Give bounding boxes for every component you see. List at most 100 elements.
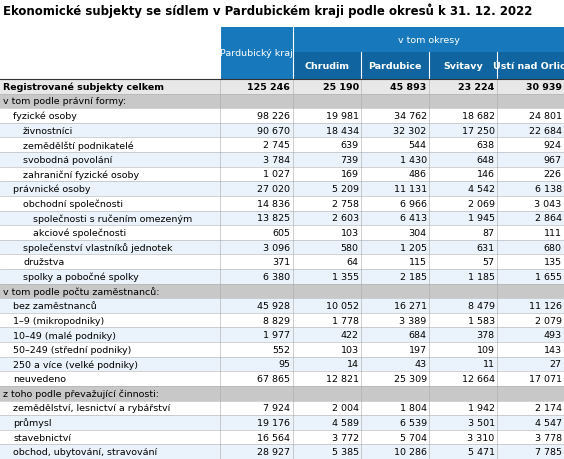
Text: 14 836: 14 836 — [257, 199, 290, 208]
Text: 6 138: 6 138 — [535, 185, 562, 194]
Text: akciové společnosti: akciové společnosti — [33, 228, 126, 238]
Text: 739: 739 — [341, 156, 359, 164]
Text: 378: 378 — [477, 330, 495, 340]
Text: spolky a pobočné spolky: spolky a pobočné spolky — [23, 272, 139, 281]
Bar — [0, 196, 564, 211]
Bar — [0, 386, 564, 401]
Text: 1 655: 1 655 — [535, 272, 562, 281]
Text: 8 479: 8 479 — [468, 302, 495, 310]
Text: 27: 27 — [550, 360, 562, 369]
Text: 5 385: 5 385 — [332, 447, 359, 456]
Text: 5 209: 5 209 — [332, 185, 359, 194]
Text: společnosti s ručením omezeným: společnosti s ručením omezeným — [33, 213, 192, 223]
Text: 486: 486 — [409, 170, 427, 179]
Text: 7 924: 7 924 — [263, 403, 290, 413]
Text: Ekonomické subjekty se sídlem v Pardubickém kraji podle okresů k 31. 12. 2022: Ekonomické subjekty se sídlem v Pardubic… — [3, 3, 532, 17]
Bar — [0, 28, 220, 80]
Text: 3 501: 3 501 — [468, 418, 495, 427]
Text: 2 603: 2 603 — [332, 214, 359, 223]
Bar — [0, 95, 564, 109]
Text: Svitavy: Svitavy — [443, 62, 483, 71]
Text: 2 079: 2 079 — [535, 316, 562, 325]
Bar — [0, 401, 564, 415]
Text: 19 981: 19 981 — [326, 112, 359, 121]
Text: 18 434: 18 434 — [325, 126, 359, 135]
Text: 32 302: 32 302 — [394, 126, 427, 135]
Text: 493: 493 — [544, 330, 562, 340]
Text: bez zaměstnanců: bez zaměstnanců — [13, 302, 96, 310]
Text: 6 380: 6 380 — [263, 272, 290, 281]
Text: 45 928: 45 928 — [257, 302, 290, 310]
Text: 95: 95 — [278, 360, 290, 369]
Bar — [0, 357, 564, 371]
Text: 25 190: 25 190 — [323, 83, 359, 92]
Text: 2 185: 2 185 — [400, 272, 427, 281]
Bar — [0, 182, 564, 196]
Text: 648: 648 — [477, 156, 495, 164]
Text: 552: 552 — [272, 345, 290, 354]
Bar — [0, 138, 564, 153]
Text: 16 564: 16 564 — [257, 433, 290, 442]
Bar — [0, 284, 564, 299]
Text: 2 004: 2 004 — [332, 403, 359, 413]
Text: 19 176: 19 176 — [257, 418, 290, 427]
Text: neuvedeno: neuvedeno — [13, 374, 66, 383]
Text: zemědělství, lesnictví a rybářství: zemědělství, lesnictví a rybářství — [13, 403, 170, 413]
Bar — [0, 211, 564, 226]
Text: 64: 64 — [347, 257, 359, 267]
Text: 580: 580 — [341, 243, 359, 252]
Text: živnostníci: živnostníci — [23, 126, 73, 135]
Text: 2 069: 2 069 — [468, 199, 495, 208]
Text: 17 071: 17 071 — [528, 374, 562, 383]
Text: 1 205: 1 205 — [400, 243, 427, 252]
Bar — [0, 153, 564, 168]
Text: 12 821: 12 821 — [326, 374, 359, 383]
Text: 98 226: 98 226 — [257, 112, 290, 121]
Text: 13 825: 13 825 — [257, 214, 290, 223]
Text: 304: 304 — [409, 229, 427, 237]
Text: 1 430: 1 430 — [400, 156, 427, 164]
Text: Registrované subjekty celkem: Registrované subjekty celkem — [3, 82, 164, 92]
Text: 4 589: 4 589 — [332, 418, 359, 427]
Bar — [0, 328, 564, 342]
Bar — [0, 168, 564, 182]
Bar — [0, 226, 564, 240]
Text: 422: 422 — [341, 330, 359, 340]
Text: 1 804: 1 804 — [400, 403, 427, 413]
Text: 5 704: 5 704 — [400, 433, 427, 442]
Text: 90 670: 90 670 — [257, 126, 290, 135]
Bar — [0, 299, 564, 313]
Bar — [429, 53, 497, 80]
Text: 16 271: 16 271 — [394, 302, 427, 310]
Text: v tom podle právní formy:: v tom podle právní formy: — [3, 97, 126, 106]
Text: 4 542: 4 542 — [468, 185, 495, 194]
Text: 3 784: 3 784 — [263, 156, 290, 164]
Text: 3 310: 3 310 — [468, 433, 495, 442]
Bar — [0, 444, 564, 459]
Text: 1 977: 1 977 — [263, 330, 290, 340]
Text: 14: 14 — [347, 360, 359, 369]
Text: 631: 631 — [477, 243, 495, 252]
Text: 27 020: 27 020 — [257, 185, 290, 194]
Bar — [0, 240, 564, 255]
Bar — [0, 255, 564, 269]
Text: 1 942: 1 942 — [468, 403, 495, 413]
Text: 226: 226 — [544, 170, 562, 179]
Text: 10 052: 10 052 — [326, 302, 359, 310]
Text: 12 664: 12 664 — [462, 374, 495, 383]
Bar — [0, 430, 564, 444]
Text: 10–49 (malé podniky): 10–49 (malé podniky) — [13, 330, 116, 340]
Text: stavebnictví: stavebnictví — [13, 433, 71, 442]
Text: 1 945: 1 945 — [468, 214, 495, 223]
Text: 3 778: 3 778 — [535, 433, 562, 442]
Text: 2 745: 2 745 — [263, 141, 290, 150]
Text: 3 389: 3 389 — [399, 316, 427, 325]
Text: 50–249 (střední podniky): 50–249 (střední podniky) — [13, 345, 131, 354]
Text: 23 224: 23 224 — [459, 83, 495, 92]
Text: obchodní společnosti: obchodní společnosti — [23, 199, 123, 208]
Text: 1–9 (mikropodniky): 1–9 (mikropodniky) — [13, 316, 104, 325]
Text: 103: 103 — [341, 229, 359, 237]
Text: 2 864: 2 864 — [535, 214, 562, 223]
Text: 11 126: 11 126 — [528, 302, 562, 310]
Text: fyzické osoby: fyzické osoby — [13, 112, 77, 121]
